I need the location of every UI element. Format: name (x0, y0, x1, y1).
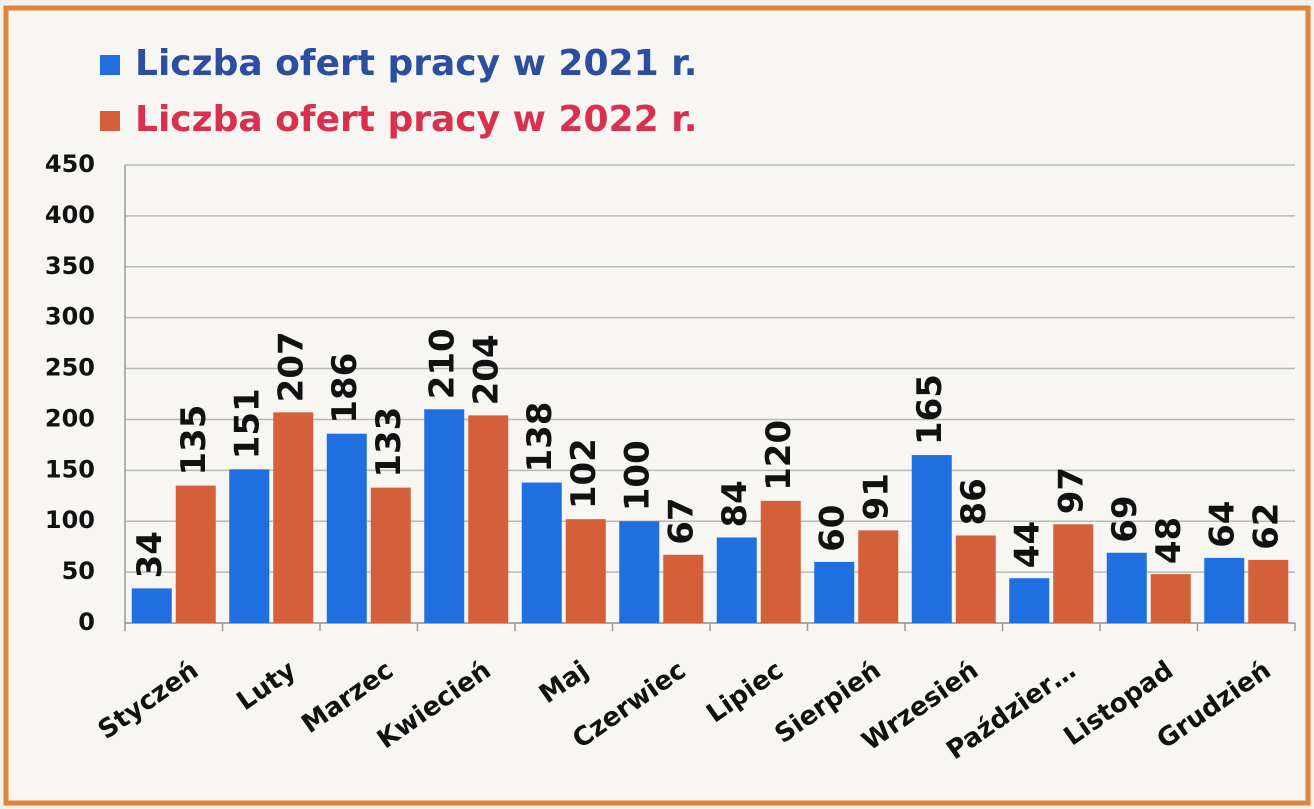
bar (565, 519, 606, 623)
value-label: 34 (130, 531, 170, 578)
legend-swatch (100, 111, 120, 131)
value-label: 151 (228, 388, 268, 459)
bar (814, 561, 855, 623)
bar (1009, 578, 1050, 623)
value-label: 204 (467, 334, 507, 405)
bar (955, 535, 996, 623)
value-label: 64 (1203, 501, 1243, 548)
value-label: 138 (520, 402, 560, 473)
value-label: 135 (174, 405, 214, 476)
value-label: 91 (857, 473, 897, 520)
bar (1150, 574, 1191, 623)
value-label: 133 (369, 407, 409, 478)
bar (521, 482, 562, 623)
bar (326, 433, 367, 623)
bar (1106, 552, 1147, 623)
value-label: 60 (813, 505, 853, 552)
bar (131, 588, 172, 623)
value-label: 102 (564, 438, 604, 509)
value-label: 48 (1149, 517, 1189, 564)
bar (716, 537, 757, 623)
value-label: 186 (325, 353, 365, 424)
y-tick-label: 400 (45, 201, 95, 229)
bar (619, 521, 660, 623)
bar (229, 469, 270, 623)
value-label: 97 (1052, 467, 1092, 514)
value-label: 207 (272, 331, 312, 402)
legend-label: Liczba ofert pracy w 2021 r. (135, 43, 697, 84)
legend-label: Liczba ofert pracy w 2022 r. (135, 99, 697, 140)
y-tick-label: 250 (45, 354, 95, 382)
bar (424, 409, 465, 623)
value-label: 84 (715, 480, 755, 527)
y-tick-label: 100 (45, 506, 95, 534)
y-tick-label: 150 (45, 455, 95, 483)
y-tick-label: 50 (62, 557, 95, 585)
value-label: 69 (1105, 495, 1145, 542)
bar (1053, 524, 1094, 623)
bar (1204, 557, 1245, 623)
value-label: 62 (1247, 503, 1287, 550)
bar (468, 415, 509, 623)
bar (273, 412, 314, 623)
y-tick-label: 300 (45, 303, 95, 331)
bar (1248, 559, 1289, 623)
bar (911, 455, 952, 623)
y-tick-label: 350 (45, 252, 95, 280)
chart-frame (3, 5, 1311, 806)
bar (370, 487, 411, 623)
value-label: 86 (954, 478, 994, 525)
value-label: 67 (662, 497, 702, 544)
y-tick-label: 0 (78, 608, 95, 636)
value-label: 100 (618, 440, 658, 511)
value-label: 120 (759, 420, 799, 491)
y-tick-label: 450 (45, 150, 95, 178)
bar (760, 500, 801, 623)
bar (858, 530, 899, 623)
value-label: 210 (423, 328, 463, 399)
y-tick-label: 200 (45, 404, 95, 432)
value-label: 165 (910, 374, 950, 445)
bar (663, 554, 704, 623)
value-label: 44 (1008, 521, 1048, 568)
bar (175, 485, 216, 623)
legend-swatch (100, 55, 120, 75)
